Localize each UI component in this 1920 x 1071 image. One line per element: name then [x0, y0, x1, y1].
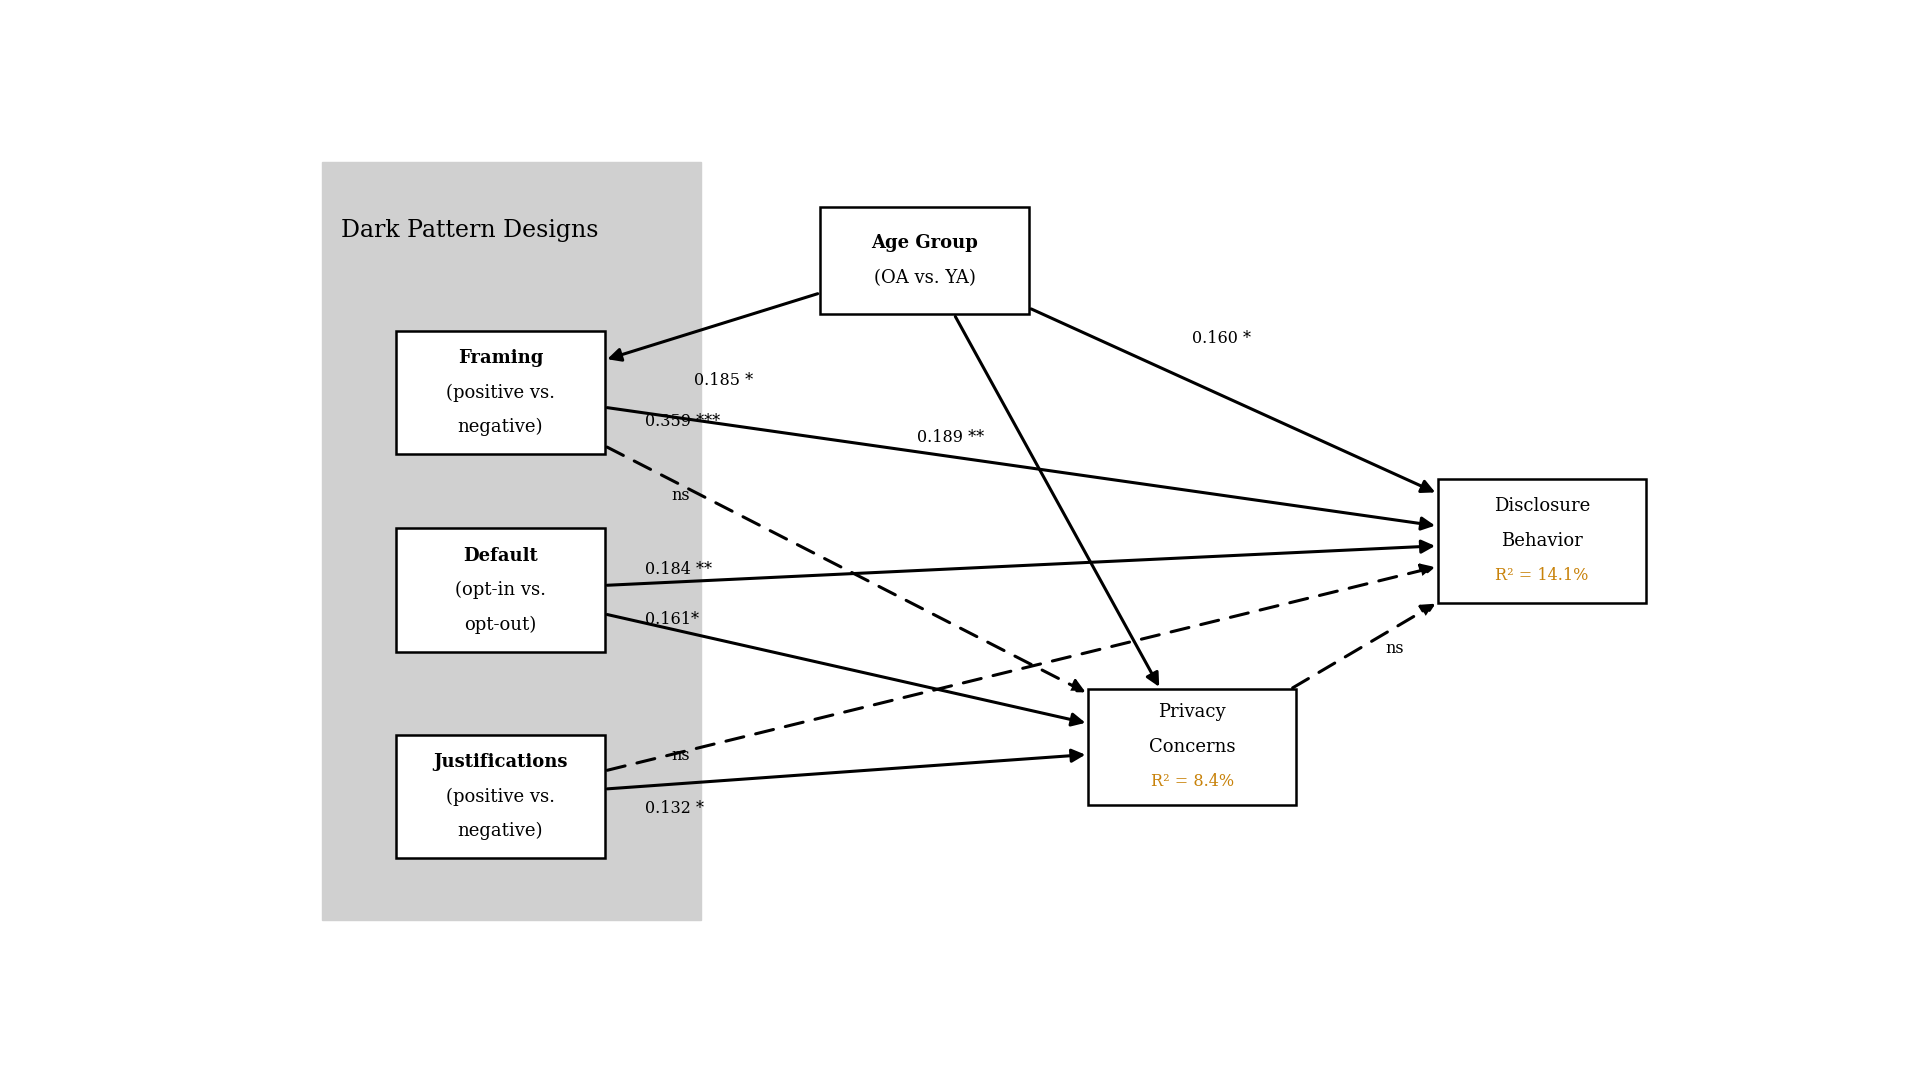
Text: negative): negative): [457, 823, 543, 841]
Text: 0.189 **: 0.189 **: [918, 429, 985, 447]
Text: 0.160 *: 0.160 *: [1192, 330, 1252, 347]
Text: Justifications: Justifications: [434, 753, 568, 771]
Text: R² = 8.4%: R² = 8.4%: [1150, 773, 1235, 790]
Text: Disclosure: Disclosure: [1494, 497, 1590, 515]
FancyBboxPatch shape: [323, 162, 701, 920]
Text: Privacy: Privacy: [1158, 704, 1227, 722]
Text: 0.185 *: 0.185 *: [693, 372, 753, 389]
Text: Behavior: Behavior: [1501, 532, 1582, 549]
FancyBboxPatch shape: [820, 207, 1029, 314]
Text: (positive vs.: (positive vs.: [445, 383, 555, 402]
Text: negative): negative): [457, 418, 543, 436]
Text: 0.132 *: 0.132 *: [645, 800, 705, 817]
Text: Age Group: Age Group: [872, 235, 977, 252]
Text: (OA vs. YA): (OA vs. YA): [874, 269, 975, 287]
Text: 0.359 ***: 0.359 ***: [645, 412, 720, 429]
Text: R² = 14.1%: R² = 14.1%: [1496, 567, 1588, 584]
FancyBboxPatch shape: [396, 528, 605, 652]
Text: ns: ns: [672, 746, 689, 764]
Text: Concerns: Concerns: [1148, 738, 1236, 756]
Text: ns: ns: [1386, 639, 1404, 657]
Text: 0.161*: 0.161*: [645, 610, 699, 628]
Text: Default: Default: [463, 546, 538, 564]
FancyBboxPatch shape: [396, 331, 605, 454]
FancyBboxPatch shape: [1438, 479, 1645, 603]
Text: ns: ns: [672, 487, 689, 504]
FancyBboxPatch shape: [1089, 690, 1296, 804]
Text: (opt-in vs.: (opt-in vs.: [455, 582, 545, 600]
Text: (positive vs.: (positive vs.: [445, 787, 555, 805]
Text: opt-out): opt-out): [465, 616, 536, 634]
Text: 0.184 **: 0.184 **: [645, 561, 712, 578]
Text: Dark Pattern Designs: Dark Pattern Designs: [342, 220, 599, 242]
FancyBboxPatch shape: [396, 735, 605, 858]
Text: Framing: Framing: [457, 349, 543, 366]
